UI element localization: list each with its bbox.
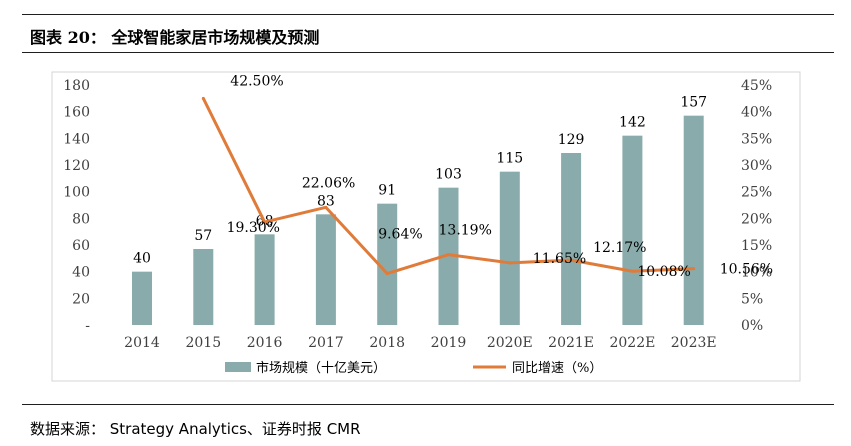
- growth-rate-label: 22.06%: [302, 175, 355, 191]
- bar: [254, 234, 275, 325]
- bar-value-label: 103: [435, 167, 462, 183]
- chart-legend: 市场规模（十亿美元） 同比增速（%）: [225, 360, 602, 376]
- growth-rate-label: 10.08%: [637, 264, 690, 280]
- legend-bar-swatch: [225, 362, 251, 372]
- growth-rate-point: [263, 220, 267, 224]
- caption-rule: [22, 52, 834, 53]
- growth-rate-label: 13.19%: [439, 223, 492, 239]
- bar-value-label: 142: [619, 115, 646, 131]
- y-left-tick-label: 80: [72, 211, 90, 227]
- bar: [499, 171, 520, 325]
- top-rule: [22, 14, 834, 15]
- bar-value-label: 57: [194, 228, 212, 244]
- y-right-tick-label: 10%: [741, 265, 772, 281]
- bar-value-label: 83: [317, 193, 335, 209]
- x-tick-label: 2019: [431, 335, 467, 351]
- bar-value-label: 157: [680, 95, 707, 111]
- x-tick-label: 2021E: [548, 335, 594, 351]
- y-right-tick-label: 5%: [741, 291, 763, 307]
- bar-value-label: 115: [496, 151, 523, 167]
- source-rule: [22, 404, 834, 405]
- growth-rate-point: [385, 272, 389, 276]
- y-left-tick-label: 60: [72, 238, 90, 254]
- x-tick-label: 2020E: [487, 335, 533, 351]
- growth-rate-label: 9.64%: [378, 227, 422, 243]
- legend-line-label: 同比增速（%）: [512, 361, 602, 376]
- x-tick-label: 2022E: [609, 335, 655, 351]
- y-right-tick-label: 35%: [741, 131, 772, 147]
- growth-rate-label: 19.30%: [227, 220, 280, 236]
- bar: [622, 135, 643, 325]
- figure-caption: 图表 20： 全球智能家居市场规模及预测: [30, 28, 320, 47]
- growth-rate-label: 12.17%: [593, 240, 646, 256]
- bar: [438, 187, 459, 325]
- bar: [561, 153, 582, 325]
- bar: [193, 249, 214, 325]
- plot-frame: [51, 71, 801, 382]
- bar-value-label: 40: [133, 251, 151, 267]
- bar: [132, 271, 152, 325]
- growth-rate-point: [447, 253, 450, 257]
- y-right-tick-label: 40%: [741, 105, 772, 121]
- y-left-tick-label: 180: [63, 78, 90, 94]
- growth-rate-label: 42.50%: [230, 73, 283, 89]
- growth-rate-point: [630, 269, 634, 273]
- y-right-tick-label: 45%: [741, 78, 772, 94]
- y-right-tick-label: 15%: [741, 238, 772, 254]
- growth-rate-point: [324, 205, 328, 209]
- growth-rate-label: 11.65%: [533, 251, 586, 267]
- bar: [683, 115, 704, 326]
- x-tick-label: 2016: [247, 335, 283, 351]
- bar-value-label: 129: [558, 132, 585, 148]
- growth-rate-point: [201, 96, 205, 100]
- x-tick-label: 2023E: [671, 335, 717, 351]
- bar: [377, 203, 398, 325]
- y-left-tick-label: 40: [72, 265, 90, 281]
- bar: [315, 214, 336, 325]
- bar-value-label: 91: [378, 183, 396, 199]
- y-left-tick-label: -: [85, 318, 90, 334]
- x-tick-label: 2015: [185, 335, 221, 351]
- legend-bar-label: 市场规模（十亿美元）: [256, 360, 386, 376]
- y-left-tick-label: 100: [63, 185, 90, 201]
- y-left-tick-label: 140: [63, 131, 90, 147]
- growth-rate-label: 10.56%: [720, 262, 773, 278]
- growth-rate-point: [569, 258, 573, 262]
- y-right-tick-label: 30%: [741, 158, 772, 174]
- y-right-tick-label: 25%: [741, 185, 772, 201]
- growth-rate-point: [692, 267, 696, 271]
- y-right-tick-label: 20%: [741, 211, 772, 227]
- source-note: 数据来源： Strategy Analytics、证券时报 CMR: [30, 420, 361, 438]
- x-tick-label: 2017: [308, 335, 344, 351]
- x-tick-label: 2014: [124, 335, 160, 351]
- y-left-tick-label: 160: [63, 105, 90, 121]
- y-left-tick-label: 20: [72, 291, 90, 307]
- x-tick-label: 2018: [369, 335, 405, 351]
- y-right-tick-label: 0%: [741, 318, 763, 334]
- growth-rate-point: [508, 261, 512, 265]
- y-left-tick-label: 120: [63, 158, 90, 174]
